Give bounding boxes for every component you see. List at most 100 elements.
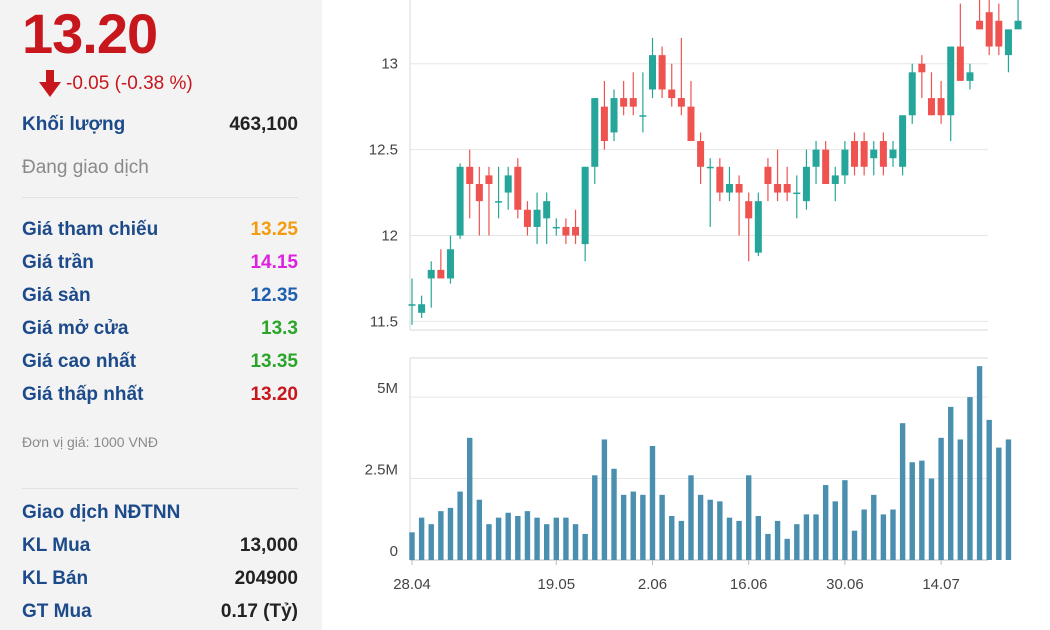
volume-bar <box>418 517 425 560</box>
divider <box>22 197 298 198</box>
price-axis-labels: 11.5 12 12.5 13 <box>369 56 398 331</box>
volume-row: Khối lượng 463,100 <box>22 112 298 138</box>
volume-bar <box>476 499 483 560</box>
volume-bar <box>765 533 771 560</box>
candlestick <box>418 295 426 318</box>
volume-series <box>409 366 1012 560</box>
price-label: Giá trần <box>22 252 94 273</box>
volume-bar <box>495 517 502 560</box>
price-change: -0.05 (-0.38 %) <box>38 70 193 98</box>
price-row-high: Giá cao nhất 13.35 <box>22 349 298 375</box>
candle-body <box>629 98 637 107</box>
volume-bar <box>967 397 973 560</box>
candle-body <box>495 201 503 203</box>
volume-bar <box>880 514 887 560</box>
candle-body <box>649 55 656 90</box>
candle-body <box>610 98 618 133</box>
volume-bar <box>736 520 742 560</box>
volume-bar <box>688 475 694 560</box>
candlestick <box>927 72 935 116</box>
candlestick <box>735 175 743 236</box>
foreign-row-buy-volume: KL Mua 13,000 <box>22 533 298 559</box>
candle-body <box>658 55 666 90</box>
volume-bar <box>543 524 550 560</box>
volume-bar <box>620 494 627 560</box>
volume-bar <box>697 494 704 560</box>
volume-bar <box>428 524 434 560</box>
volume-bar <box>861 509 867 560</box>
candle-body <box>870 149 878 159</box>
price-row-low: Giá thấp nhất 13.20 <box>22 382 298 408</box>
candlestick <box>802 149 810 210</box>
volume-bar <box>957 439 964 560</box>
candlestick <box>475 166 483 236</box>
candlestick <box>466 149 474 219</box>
volume-bar <box>659 494 665 560</box>
candlestick <box>822 141 830 184</box>
candlestick <box>851 132 859 176</box>
candlestick <box>427 261 435 308</box>
volume-axis-labels: 0 2.5M 5M <box>365 380 398 560</box>
price-label: Giá mở cửa <box>22 318 129 339</box>
candle-body <box>841 149 849 176</box>
candle-body <box>918 63 926 73</box>
volume-tick-label: 0 <box>390 543 398 560</box>
candlestick <box>966 63 974 90</box>
price-value: 14.15 <box>250 252 298 273</box>
candlestick <box>523 201 531 236</box>
candlestick <box>793 175 801 219</box>
price-label: Giá tham chiếu <box>22 219 159 240</box>
candle-body <box>927 98 935 116</box>
price-row-open: Giá mở cửa 13.3 <box>22 316 298 342</box>
candle-body <box>543 201 551 219</box>
price-tick-label: 12 <box>381 228 398 245</box>
price-value: 13.3 <box>261 318 298 339</box>
volume-tick-label: 2.5M <box>365 462 398 479</box>
candle-body <box>581 166 589 245</box>
candle-body <box>572 226 580 236</box>
foreign-value: 0.17 (Tỷ) <box>220 601 298 622</box>
candlestick <box>562 218 570 245</box>
candle-body <box>985 12 993 47</box>
volume-bar <box>842 480 848 560</box>
candle-body <box>1014 20 1022 30</box>
volume-bar <box>784 538 790 560</box>
candle-body <box>966 72 974 81</box>
volume-bar <box>409 532 415 560</box>
volume-bar <box>890 509 896 560</box>
candlestick-series <box>408 0 1022 325</box>
volume-bar <box>976 366 983 560</box>
volume-bar <box>919 460 925 560</box>
candlestick <box>658 46 666 99</box>
candle-body <box>562 226 570 236</box>
candle-body <box>783 183 791 193</box>
volume-bar <box>928 478 935 560</box>
candle-body <box>668 89 676 99</box>
price-volume-chart: 11.5 12 12.5 13 0 2.5M 5M 28.04 19.05 2.06 16.06… <box>365 0 1022 593</box>
candlestick <box>908 63 916 124</box>
candle-body <box>523 209 531 227</box>
candle-body <box>899 115 907 167</box>
candlestick <box>408 278 416 325</box>
candle-body <box>831 175 839 184</box>
candle-body <box>793 192 801 195</box>
candlestick <box>668 63 676 107</box>
volume-bar <box>669 516 675 560</box>
candlestick <box>754 192 762 257</box>
candle-body <box>639 115 647 117</box>
volume-bar <box>813 514 819 560</box>
foreign-value: 204900 <box>234 568 298 589</box>
candle-body <box>735 183 743 193</box>
candle-body <box>427 269 435 279</box>
price-label: Giá sàn <box>22 285 91 306</box>
volume-bar <box>803 514 810 560</box>
foreign-value: 13,000 <box>239 535 298 556</box>
volume-bar <box>899 423 906 560</box>
candlestick <box>610 89 618 142</box>
volume-bar <box>832 501 838 560</box>
candlestick <box>485 166 493 236</box>
foreign-title-row: Giao dịch NĐTNN <box>22 500 298 526</box>
candle-body <box>802 166 810 202</box>
volume-bar <box>678 520 685 560</box>
candle-body <box>620 98 628 107</box>
